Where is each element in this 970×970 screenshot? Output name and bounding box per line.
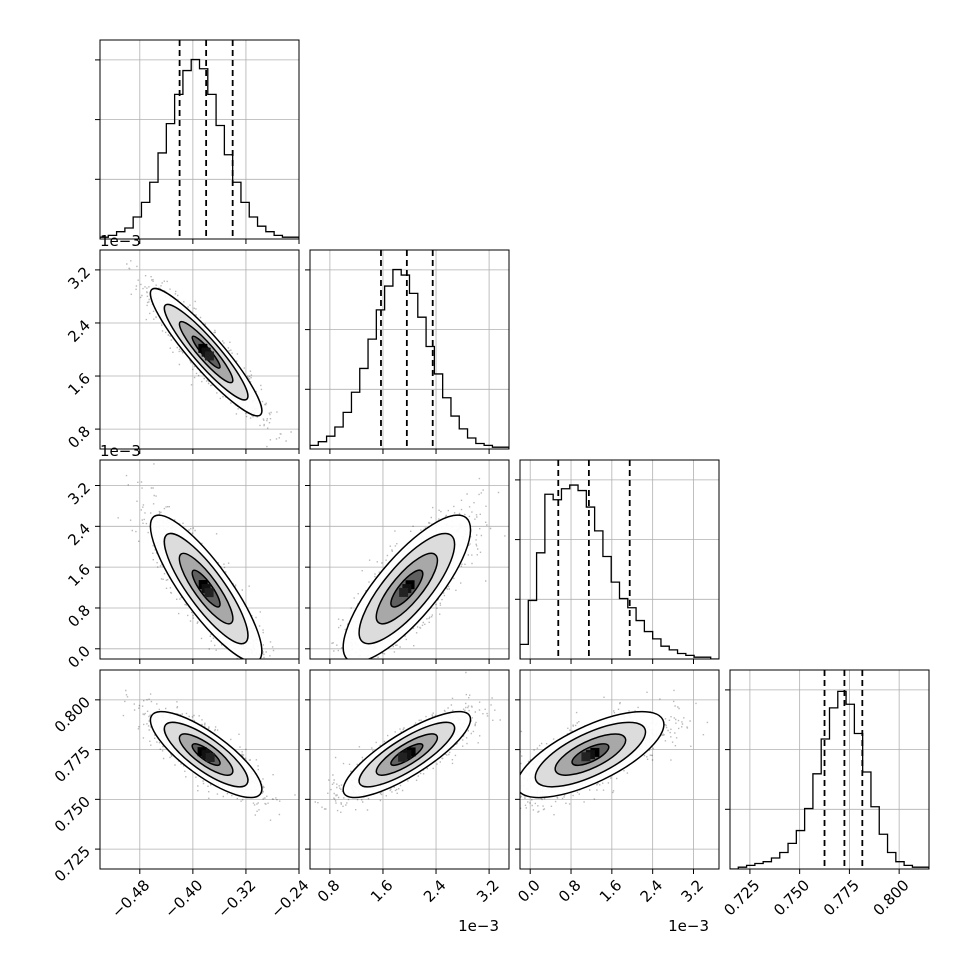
- panel-frame: [729, 669, 930, 870]
- histogram-1: [310, 268, 509, 449]
- density-group: [126, 260, 292, 448]
- x-tick-label: −0.24: [267, 876, 312, 921]
- y-tick-label: 2.4: [64, 520, 94, 550]
- histogram-2: [520, 484, 719, 659]
- density-group: [314, 671, 501, 813]
- y-tick-label: 0.750: [51, 793, 94, 836]
- x-tick-label: −0.48: [108, 876, 153, 921]
- panel-3-3: [725, 669, 930, 874]
- y-offset-label: 1e−3: [100, 232, 141, 250]
- y-tick-label: 1.6: [64, 560, 94, 590]
- peak-cell: [398, 752, 408, 762]
- x-tick-label: −0.40: [161, 876, 206, 921]
- panel-1-1: [305, 249, 510, 454]
- panel-frame: [99, 669, 300, 870]
- x-tick-label: 1.6: [367, 876, 397, 906]
- panel-frame: [309, 249, 510, 450]
- panel-2-2: [515, 459, 720, 664]
- grid-lines: [310, 670, 509, 869]
- x-tick-label: 3.2: [677, 876, 707, 906]
- density-peak: [398, 747, 416, 762]
- x-tick-label: 0.8: [314, 876, 344, 906]
- x-tick-label: 0.725: [720, 876, 763, 919]
- panel-frame: [99, 459, 300, 660]
- panel-3-1: [305, 669, 510, 874]
- x-tick-label: −0.32: [214, 876, 259, 921]
- x-offset-label: 1e−3: [668, 917, 709, 935]
- y-offset-label: 1e−3: [100, 442, 141, 460]
- panel-3-0: [95, 669, 300, 874]
- y-tick-label: 0.8: [64, 422, 94, 452]
- y-tick-label: 0.775: [51, 743, 94, 786]
- y-tick-label: 0.8: [64, 601, 94, 631]
- y-tick-label: 0.0: [64, 642, 94, 672]
- panel-1-0: [95, 249, 300, 454]
- panel-2-1: [305, 459, 510, 664]
- peak-cell: [590, 747, 600, 757]
- x-tick-label: 0.775: [820, 876, 863, 919]
- x-tick-label: 2.4: [420, 876, 450, 906]
- panel-0-0: [95, 39, 300, 244]
- peak-cell: [581, 752, 591, 762]
- x-tick-label: 0.0: [514, 876, 544, 906]
- peak-cell: [585, 750, 595, 760]
- y-tick-label: 2.4: [64, 316, 94, 346]
- x-tick-label: 2.4: [637, 876, 667, 906]
- density-group: [331, 477, 506, 659]
- density-peak: [399, 580, 415, 597]
- grid-lines: [520, 460, 719, 659]
- density-group: [520, 689, 709, 816]
- grid-lines: [310, 250, 509, 449]
- panel-frame: [99, 39, 300, 240]
- y-tick-label: 0.725: [51, 842, 94, 885]
- peak-cell: [204, 588, 214, 598]
- panel-frame: [519, 669, 720, 870]
- y-tick-label: 1.6: [64, 369, 94, 399]
- panel-frame: [519, 459, 720, 660]
- panel-frame: [309, 669, 510, 870]
- density-group: [117, 463, 275, 659]
- panel-frame: [99, 249, 300, 450]
- peak-cell: [399, 587, 409, 597]
- density-peak: [198, 580, 214, 598]
- panel-3-2: [515, 669, 720, 874]
- density-peak: [581, 747, 600, 762]
- density-group: [122, 689, 296, 821]
- panel-frame: [309, 459, 510, 660]
- density-peak: [197, 747, 215, 763]
- x-tick-label: 0.8: [555, 876, 585, 906]
- x-tick-label: 0.800: [870, 876, 913, 919]
- x-offset-label: 1e−3: [458, 917, 499, 935]
- panel-2-0: [95, 459, 300, 664]
- grid-lines: [730, 670, 929, 869]
- grid-lines: [100, 40, 299, 239]
- x-tick-label: 3.2: [473, 876, 503, 906]
- x-tick-label: 0.750: [770, 876, 813, 919]
- histogram-0: [100, 58, 299, 239]
- density-peak: [198, 343, 214, 361]
- y-tick-label: 3.2: [64, 479, 94, 509]
- peak-cell: [204, 351, 214, 361]
- peak-cell: [205, 753, 215, 763]
- x-tick-label: 1.6: [596, 876, 626, 906]
- histogram-3: [730, 690, 929, 869]
- y-tick-label: 3.2: [64, 263, 94, 293]
- y-tick-label: 0.800: [51, 693, 94, 736]
